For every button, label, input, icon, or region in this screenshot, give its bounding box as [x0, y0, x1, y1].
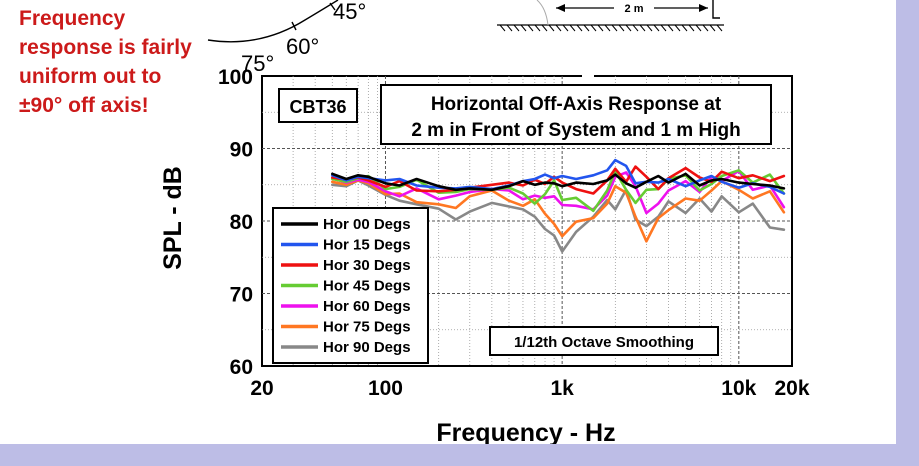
- legend-label: Hor 75 Degs: [323, 319, 411, 336]
- x-tick-label: 20k: [774, 377, 809, 400]
- x-tick-label: 100: [368, 377, 403, 400]
- slide: Frequency response is fairly uniform out…: [0, 0, 896, 444]
- tag-text: CBT36: [289, 97, 346, 117]
- legend-label: Hor 30 Degs: [323, 257, 411, 274]
- y-tick-label: 60: [230, 356, 253, 379]
- tag-box: [278, 88, 358, 123]
- polar-outline: [207, 0, 339, 43]
- y-tick-label: 80: [230, 211, 253, 234]
- series-line-hor-75-degs: [330, 179, 786, 243]
- arrow-head-left: [556, 4, 565, 12]
- legend-label: Hor 00 Degs: [323, 216, 411, 233]
- y-tick-label: 100: [218, 66, 253, 89]
- annotation-box: [489, 326, 719, 356]
- x-tick-label: 10k: [721, 377, 756, 400]
- x-tick-label: 1k: [550, 377, 574, 400]
- x-axis-label: Frequency - Hz: [436, 419, 615, 444]
- chart-title-line2: 2 m in Front of System and 1 m High: [411, 120, 740, 141]
- series-lines: [330, 158, 786, 253]
- y-axis-label: SPL - dB: [159, 166, 187, 270]
- setup-diagram-fragment: 2 m: [497, 0, 724, 32]
- series-line-hor-60-degs: [330, 169, 786, 215]
- arrow-head-right: [699, 4, 708, 12]
- polar-label-45: 45°: [333, 0, 366, 24]
- polar-tick: [291, 21, 297, 31]
- series-line-hor-00-degs: [330, 172, 786, 192]
- title-box: [380, 84, 772, 145]
- x-tick-label: 20: [250, 377, 273, 400]
- series-line-hor-90-degs: [330, 179, 786, 253]
- y-tick-label: 90: [230, 139, 253, 162]
- polar-plot-fragment: 45° 60° 75°: [207, 0, 366, 76]
- annotation-text: 1/12th Octave Smoothing: [514, 334, 694, 351]
- floor-hatching: [499, 24, 723, 32]
- distance-label-bg: [614, 1, 654, 14]
- chart-title-line1: Horizontal Off-Axis Response at: [431, 94, 722, 115]
- legend-label: Hor 90 Degs: [323, 339, 411, 356]
- chart: 45° 60° 75° 2 m 20 100 1k 10k 20k 60 70 80 90 10…: [159, 0, 810, 444]
- series-line-hor-30-degs: [330, 165, 786, 195]
- note-text: Frequency response is fairly uniform out…: [19, 7, 192, 117]
- polar-tick: [329, 2, 336, 11]
- legend-label: Hor 60 Degs: [323, 298, 411, 315]
- distance-label: 2 m: [625, 3, 644, 15]
- legend-label: Hor 45 Degs: [323, 278, 411, 295]
- microphone-stand: [712, 0, 720, 19]
- array-outline: [536, 0, 549, 26]
- polar-label-60: 60°: [286, 34, 319, 59]
- legend-items: Hor 00 Degs Hor 15 Degs Hor 30 Degs Hor 45 …: [281, 216, 411, 356]
- x-tick-labels: 20 100 1k 10k 20k: [250, 377, 810, 400]
- y-tick-label: 70: [230, 284, 253, 307]
- polar-label-75: 75°: [241, 51, 274, 76]
- frame-notch: [582, 70, 594, 78]
- y-tick-labels: 60 70 80 90 100: [218, 66, 253, 379]
- legend-label: Hor 15 Degs: [323, 237, 411, 254]
